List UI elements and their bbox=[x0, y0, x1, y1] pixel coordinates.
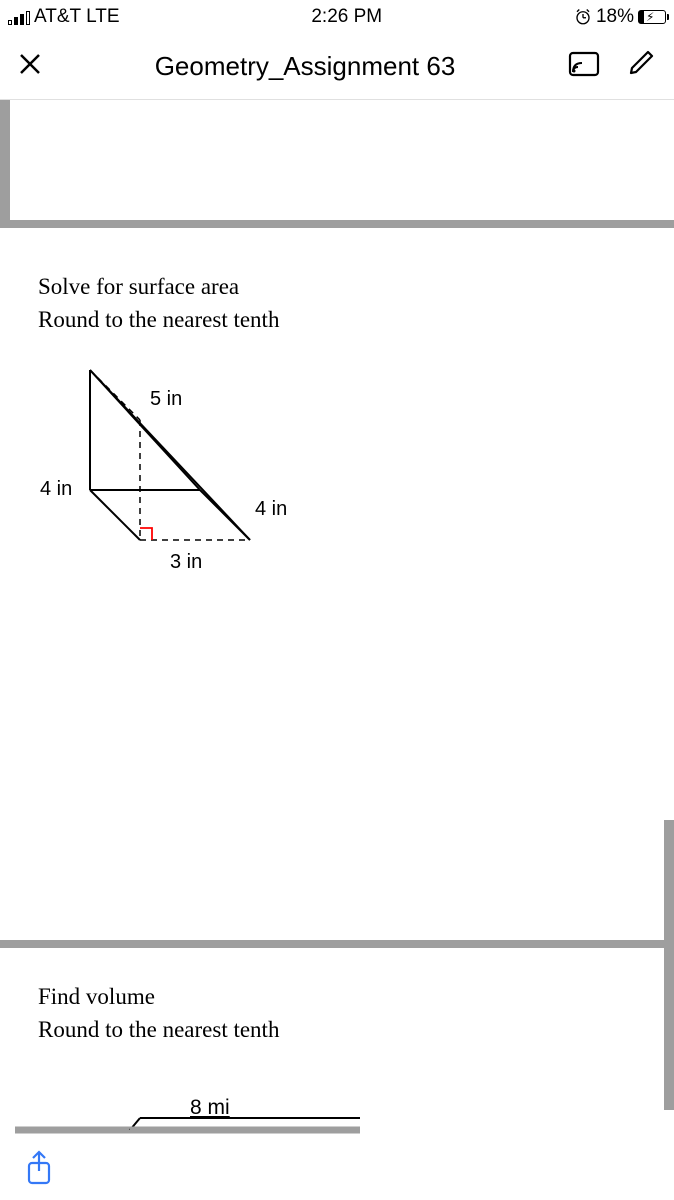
document-viewport[interactable]: Solve for surface area Round to the near… bbox=[0, 100, 674, 1140]
battery-percent-label: 18% bbox=[596, 6, 634, 28]
bottom-toolbar bbox=[0, 1140, 674, 1200]
alarm-icon bbox=[574, 8, 592, 26]
q1-line2: Round to the nearest tenth bbox=[38, 303, 279, 336]
scroll-handle-left[interactable] bbox=[0, 100, 10, 220]
section-divider bbox=[0, 940, 674, 948]
question-2-text: Find volume Round to the nearest tenth bbox=[38, 980, 279, 1047]
label-left: 4 in bbox=[40, 478, 72, 500]
signal-bars-icon bbox=[8, 9, 30, 25]
clock-label: 2:26 PM bbox=[311, 6, 382, 28]
status-right: 18% ⚡︎ bbox=[574, 6, 666, 28]
scroll-handle-right[interactable] bbox=[664, 820, 674, 1110]
share-icon[interactable] bbox=[24, 1149, 54, 1192]
page-title: Geometry_Assignment 63 bbox=[54, 51, 556, 82]
q2-line2: Round to the nearest tenth bbox=[38, 1013, 279, 1046]
cast-icon[interactable] bbox=[568, 51, 600, 82]
status-left: AT&T LTE bbox=[8, 6, 120, 28]
edit-pencil-icon[interactable] bbox=[626, 48, 656, 85]
question-1-text: Solve for surface area Round to the near… bbox=[38, 270, 279, 337]
q2-top-label: 8 mi bbox=[190, 1096, 230, 1120]
carrier-label: AT&T LTE bbox=[34, 6, 120, 28]
label-depth: 4 in bbox=[255, 498, 287, 520]
battery-icon: ⚡︎ bbox=[638, 10, 666, 24]
label-base: 3 in bbox=[170, 551, 202, 573]
q2-line1: Find volume bbox=[38, 980, 279, 1013]
q1-line1: Solve for surface area bbox=[38, 270, 279, 303]
status-bar: AT&T LTE 2:26 PM 18% ⚡︎ bbox=[0, 0, 674, 34]
q1-figure-prism: 5 in 4 in 4 in 3 in bbox=[30, 350, 310, 610]
nav-bar: Geometry_Assignment 63 bbox=[0, 34, 674, 100]
close-icon[interactable] bbox=[18, 50, 42, 84]
label-hyp: 5 in bbox=[150, 388, 182, 410]
section-divider bbox=[0, 220, 674, 228]
